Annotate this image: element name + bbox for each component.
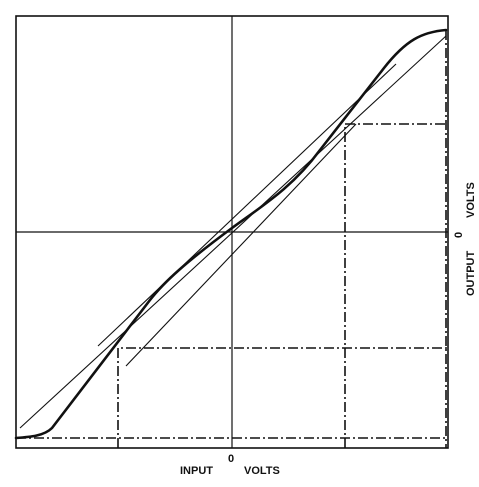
reference-line-upper xyxy=(97,63,397,347)
projection-upper-right xyxy=(344,123,448,448)
transfer-curve xyxy=(14,28,448,440)
reference-line-diagonal xyxy=(19,35,447,429)
y-axis-label-output: OUTPUT xyxy=(465,251,477,297)
x-axis-label-volts: VOLTS xyxy=(244,465,280,477)
x-axis-label-input: INPUT xyxy=(180,465,213,477)
reference-line-lower xyxy=(125,123,357,367)
y-axis-label-volts: VOLTS xyxy=(465,182,477,218)
x-axis-zero-label: 0 xyxy=(228,453,234,465)
y-axis-zero-label: 0 xyxy=(453,232,465,238)
projection-lower-left xyxy=(117,347,448,448)
